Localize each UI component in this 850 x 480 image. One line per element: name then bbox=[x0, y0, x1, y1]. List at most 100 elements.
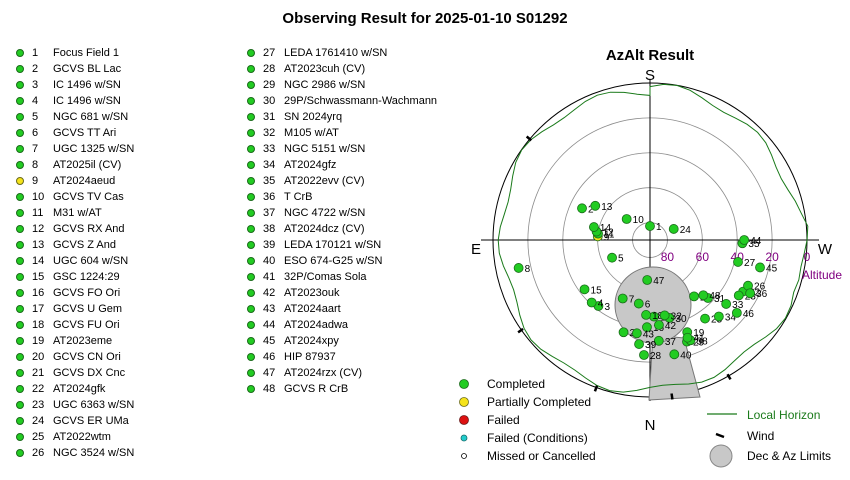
target-point bbox=[590, 200, 601, 211]
status-dot bbox=[16, 209, 24, 217]
target-point bbox=[698, 290, 709, 301]
wind-marker bbox=[670, 393, 674, 400]
target-point-label: 33 bbox=[732, 300, 744, 311]
target-row: 38 AT2024dcz (CV) bbox=[246, 221, 437, 237]
status-dot bbox=[247, 337, 255, 345]
target-point bbox=[633, 298, 644, 309]
target-name: AT2022evv (CV) bbox=[284, 175, 365, 187]
status-dot bbox=[16, 417, 24, 425]
target-row: 40 ESO 674-G25 w/SN bbox=[246, 253, 437, 269]
target-number: 20 bbox=[32, 351, 45, 363]
target-point bbox=[589, 222, 599, 232]
target-name: AT2024gfz bbox=[284, 159, 337, 171]
status-dot bbox=[247, 145, 255, 153]
status-dot bbox=[247, 305, 255, 313]
status-dot bbox=[247, 257, 255, 265]
target-number: 4 bbox=[32, 95, 39, 107]
target-row: 19 AT2023eme bbox=[15, 333, 134, 349]
target-name: AT2023cuh (CV) bbox=[284, 63, 366, 75]
target-point-label: 41 bbox=[694, 334, 706, 345]
target-point-label: 35 bbox=[748, 239, 760, 250]
target-point bbox=[713, 311, 724, 322]
target-point-label: 45 bbox=[766, 263, 778, 274]
target-number: 46 bbox=[263, 351, 276, 363]
status-dot bbox=[247, 129, 255, 137]
target-number: 27 bbox=[263, 47, 276, 59]
target-row: 17 GCVS U Gem bbox=[15, 301, 134, 317]
target-point-label: 8 bbox=[525, 264, 531, 275]
target-row: 46 HIP 87937 bbox=[246, 349, 437, 365]
target-point bbox=[659, 310, 670, 321]
target-row: 29 NGC 2986 w/SN bbox=[246, 77, 437, 93]
target-name: GCVS TV Cas bbox=[53, 191, 124, 203]
altitude-tick-label: 20 bbox=[765, 250, 779, 264]
target-name: M31 w/AT bbox=[53, 207, 102, 219]
dec-limit-circle bbox=[614, 266, 692, 344]
target-number: 11 bbox=[32, 207, 44, 219]
target-number: 40 bbox=[263, 255, 276, 267]
target-row: 9 AT2024aeud bbox=[15, 173, 134, 189]
target-point bbox=[689, 291, 699, 302]
target-number: 29 bbox=[263, 79, 276, 91]
target-name: M105 w/AT bbox=[284, 127, 339, 139]
target-point-label: 10 bbox=[633, 215, 645, 226]
target-row: 6 GCVS TT Ari bbox=[15, 125, 134, 141]
target-point bbox=[641, 310, 651, 320]
target-point-label: 3 bbox=[604, 302, 610, 313]
target-point bbox=[642, 275, 653, 285]
target-name: AT2024xpy bbox=[284, 335, 339, 347]
status-dot bbox=[16, 257, 24, 265]
target-point-label: 14 bbox=[600, 223, 612, 234]
legend-failed-conditions-label: Failed (Conditions) bbox=[487, 431, 588, 445]
altitude-tick-label: 80 bbox=[661, 250, 675, 264]
chart-title: AzAlt Result bbox=[606, 47, 694, 64]
legend: Completed Partially Completed Failed Fai… bbox=[459, 377, 831, 468]
wind-marker bbox=[517, 327, 524, 334]
target-point-label: 13 bbox=[601, 202, 613, 213]
status-dot bbox=[16, 113, 24, 121]
status-dot bbox=[16, 289, 24, 297]
target-number: 37 bbox=[263, 207, 276, 219]
target-row: 35 AT2022evv (CV) bbox=[246, 173, 437, 189]
target-number: 10 bbox=[32, 191, 45, 203]
target-number: 23 bbox=[32, 399, 45, 411]
status-dot bbox=[247, 81, 255, 89]
target-name: AT2024gfk bbox=[53, 383, 106, 395]
status-dot bbox=[247, 177, 255, 185]
local-horizon-line bbox=[497, 83, 809, 393]
target-point-label: 32 bbox=[671, 311, 683, 322]
target-number: 32 bbox=[263, 127, 276, 139]
target-name: AT2024adwa bbox=[284, 319, 349, 331]
altitude-tick-label: 60 bbox=[696, 250, 710, 264]
wind-marker bbox=[726, 373, 732, 381]
status-dot bbox=[16, 273, 24, 281]
target-row: 32 M105 w/AT bbox=[246, 125, 437, 141]
status-dot bbox=[247, 193, 255, 201]
legend-missed-label: Missed or Cancelled bbox=[487, 449, 596, 463]
target-point-label: 44 bbox=[750, 236, 762, 247]
target-name: NGC 5151 w/SN bbox=[284, 143, 366, 155]
status-dot bbox=[247, 369, 255, 377]
target-name: NGC 2986 w/SN bbox=[284, 79, 366, 91]
target-list-column-2: 27 LEDA 1761410 w/SN 28 AT2023cuh (CV) 29 NGC… bbox=[246, 45, 437, 397]
target-number: 14 bbox=[32, 255, 45, 267]
target-row: 34 AT2024gfz bbox=[246, 157, 437, 173]
status-dot bbox=[16, 145, 24, 153]
target-point-label: 2 bbox=[588, 204, 594, 215]
target-number: 26 bbox=[32, 447, 45, 459]
target-point bbox=[634, 339, 644, 349]
target-point bbox=[645, 221, 655, 231]
status-dot bbox=[16, 433, 24, 441]
target-name: UGC 604 w/SN bbox=[53, 255, 129, 267]
target-row: 16 GCVS FO Ori bbox=[15, 285, 134, 301]
target-row: 25 AT2022wtm bbox=[15, 429, 134, 445]
target-row: 12 GCVS RX And bbox=[15, 221, 134, 237]
target-row: 13 GCVS Z And bbox=[15, 237, 134, 253]
target-number: 1 bbox=[32, 47, 39, 59]
target-point-label: 39 bbox=[645, 340, 657, 351]
status-dot bbox=[247, 49, 255, 57]
target-point-label: 5 bbox=[618, 254, 624, 265]
target-row: 33 NGC 5151 w/SN bbox=[246, 141, 437, 157]
target-name: UGC 1325 w/SN bbox=[53, 143, 135, 155]
target-name: SN 2024yrq bbox=[284, 111, 343, 123]
